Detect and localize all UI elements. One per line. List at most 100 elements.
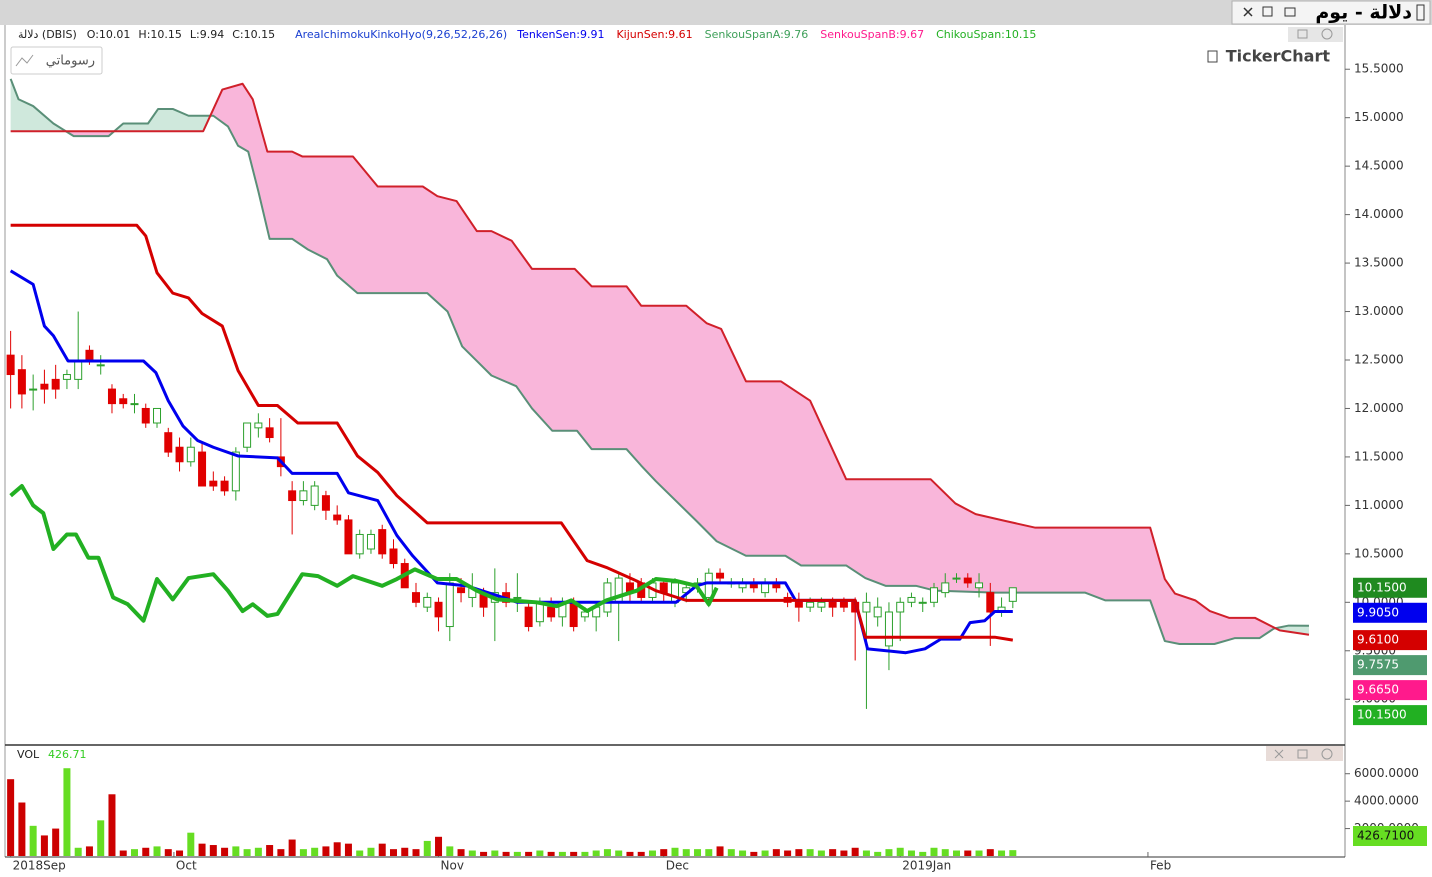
volume-header-value: 426.71 — [48, 748, 87, 761]
volume-bar — [671, 847, 679, 856]
y-tick-label: 11.0000 — [1354, 498, 1404, 512]
maximize-icon[interactable] — [1297, 29, 1308, 39]
last-value-label: 9.6650 — [1357, 683, 1399, 697]
indicator-line — [9, 78, 1309, 645]
candle-body — [130, 403, 139, 406]
cloud-fill — [65, 131, 115, 137]
x-tick-label: Nov — [441, 859, 464, 873]
plot-layer: 15.5000 15.0000 14.5000 14.0000 13.5000 13.00… — [6, 28, 1427, 873]
volume-bar — [761, 850, 769, 856]
close-icon[interactable] — [1243, 7, 1253, 17]
volume-bar — [727, 849, 735, 856]
candle-body — [952, 577, 961, 580]
volume-maximize-icon[interactable] — [1297, 749, 1308, 759]
volume-bar — [491, 850, 499, 856]
candle-body — [704, 572, 713, 598]
volume-bar — [322, 846, 330, 856]
volume-bar — [435, 836, 443, 856]
volume-bar — [986, 849, 994, 856]
volume-bar — [344, 843, 352, 856]
volume-bar — [896, 847, 904, 856]
candle-body — [817, 601, 826, 608]
volume-bar — [750, 851, 758, 856]
volume-bar — [7, 779, 15, 856]
volume-bar — [299, 849, 307, 856]
candle-body — [975, 582, 984, 589]
candle-body — [423, 596, 432, 608]
candle-body — [513, 596, 522, 599]
candle-body — [839, 601, 848, 608]
header-text: O:10.01 — [87, 28, 131, 41]
candle-body — [862, 601, 871, 613]
header-text: H:10.15 — [138, 28, 181, 41]
y-tick-label: 14.0000 — [1354, 207, 1404, 221]
volume-bar — [660, 849, 668, 856]
volume-close-icon[interactable] — [1274, 749, 1284, 759]
volume-bar — [401, 847, 409, 856]
candle-body — [321, 495, 330, 511]
candle-body — [941, 582, 950, 594]
volume-bar — [862, 850, 870, 856]
volume-bar — [119, 850, 127, 856]
volume-bar — [795, 849, 803, 856]
volume-bar — [547, 851, 555, 856]
candle-body — [164, 432, 173, 453]
volume-bar — [930, 847, 938, 856]
volume-bar — [525, 851, 533, 856]
candle-body — [828, 601, 837, 608]
volume-bar — [558, 851, 566, 856]
candle-body — [457, 587, 466, 594]
volume-y-tick-label: 6000.0000 — [1354, 766, 1419, 780]
last-value-label: 9.9050 — [1357, 605, 1399, 619]
candle-body — [929, 587, 938, 603]
y-tick-label: 10.5000 — [1354, 546, 1404, 560]
candle-body — [389, 548, 398, 565]
indicator-line — [10, 82, 1310, 636]
x-tick-label: Feb — [1150, 859, 1171, 873]
volume-bar — [74, 847, 82, 856]
volume-bar — [829, 849, 837, 856]
candle-body — [209, 480, 218, 487]
candle-body — [412, 592, 421, 603]
volume-y-tick-label: 4000.0000 — [1354, 794, 1419, 808]
volume-bar — [648, 850, 656, 856]
volume-bar — [682, 849, 690, 856]
volume-bar — [964, 850, 972, 856]
volume-bar — [581, 851, 589, 856]
volume-title: VOL — [17, 748, 40, 761]
volume-bar — [412, 849, 420, 856]
volume-bar — [29, 825, 37, 856]
candle-body — [220, 480, 229, 492]
title-tab[interactable] — [1231, 0, 1431, 25]
candle-body — [1008, 587, 1017, 602]
volume-panel-buttons[interactable] — [1266, 746, 1343, 761]
restore-icon[interactable] — [1262, 6, 1273, 17]
detach-icon[interactable] — [1284, 7, 1296, 17]
candle-body — [198, 451, 207, 487]
volume-bar — [142, 847, 150, 856]
volume-settings-icon[interactable] — [1321, 748, 1333, 760]
drawings-button-label[interactable]: رسوماتي — [46, 54, 95, 69]
volume-bar — [254, 847, 262, 856]
settings-icon[interactable] — [1321, 28, 1333, 40]
panel-buttons[interactable] — [1288, 27, 1343, 42]
candle-body — [794, 601, 803, 608]
candle-body — [6, 354, 15, 376]
volume-bar — [874, 851, 882, 856]
volume-bar — [108, 794, 116, 856]
candle-body — [986, 592, 995, 613]
drawings-button[interactable] — [10, 46, 103, 75]
volume-bar — [85, 846, 93, 856]
candle-body — [716, 572, 725, 579]
volume-bar — [209, 845, 217, 856]
candle-body — [907, 596, 916, 603]
last-value-box — [1353, 655, 1427, 676]
volume-bar — [356, 850, 364, 856]
candle-body — [85, 349, 94, 361]
volume-bar — [130, 849, 138, 856]
header-text: دلالة (DBIS) — [18, 28, 77, 41]
header-text: SenkouSpanA:9.76 — [705, 28, 809, 41]
volume-bar — [806, 849, 814, 856]
volume-bar — [423, 840, 431, 856]
